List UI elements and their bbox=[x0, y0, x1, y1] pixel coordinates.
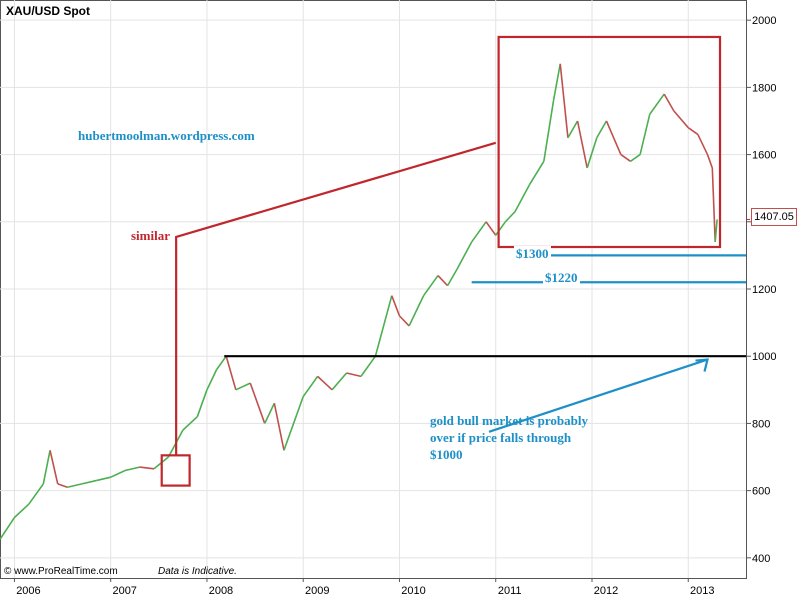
y-tick-label: 1600 bbox=[752, 150, 776, 162]
price-segment bbox=[543, 100, 555, 162]
price-segment bbox=[706, 154, 714, 169]
price-segment bbox=[398, 315, 410, 327]
price-segment bbox=[697, 134, 709, 155]
price-segment bbox=[283, 423, 295, 451]
price-segment bbox=[139, 466, 155, 470]
price-segment bbox=[639, 114, 651, 155]
blog-annotation: hubertmoolman.wordpress.com bbox=[78, 128, 255, 143]
price-segment bbox=[273, 403, 285, 451]
price-segment bbox=[346, 372, 362, 378]
price-segment bbox=[514, 184, 531, 213]
price-segment bbox=[605, 120, 622, 155]
large-pattern-box bbox=[497, 35, 722, 249]
price-segment bbox=[215, 355, 227, 371]
price-segment bbox=[196, 389, 208, 417]
price-segment bbox=[673, 110, 689, 129]
level-1300-label: $1300 bbox=[514, 246, 551, 262]
chart-title: XAU/USD Spot bbox=[6, 4, 90, 18]
price-segment bbox=[235, 382, 251, 391]
level-1220-label: $1220 bbox=[543, 270, 580, 286]
arrow-head bbox=[695, 358, 709, 372]
x-tick-label: 2008 bbox=[209, 585, 233, 597]
y-tick-label: 1200 bbox=[752, 284, 776, 296]
x-tick-label: 2011 bbox=[498, 585, 522, 597]
price-segment bbox=[528, 160, 545, 186]
price-segment bbox=[649, 93, 665, 115]
price-segment bbox=[408, 295, 425, 327]
x-tick-label: 2007 bbox=[112, 585, 136, 597]
arrow-shaft bbox=[488, 358, 708, 433]
price-segment bbox=[576, 120, 588, 169]
x-tick-label: 2013 bbox=[690, 585, 714, 597]
price-segment bbox=[471, 221, 487, 243]
price-segment bbox=[422, 275, 439, 297]
price-segment bbox=[13, 503, 30, 519]
price-segment bbox=[504, 211, 516, 223]
price-segment bbox=[263, 402, 276, 424]
price-segment bbox=[317, 375, 333, 391]
price-segment bbox=[302, 375, 319, 398]
price-segment bbox=[110, 469, 126, 478]
price-segment bbox=[620, 153, 631, 162]
y-tick-label: 800 bbox=[752, 418, 770, 430]
price-segment bbox=[485, 221, 497, 236]
price-segment bbox=[714, 219, 718, 243]
data-disclaimer: Data is Indicative. bbox=[158, 566, 237, 577]
price-segment bbox=[67, 483, 83, 489]
price-segment bbox=[446, 268, 458, 287]
similar-annotation: similar bbox=[131, 228, 170, 243]
price-segment bbox=[81, 479, 97, 485]
price-segment bbox=[630, 153, 641, 162]
price-segment bbox=[57, 483, 68, 489]
price-segment bbox=[567, 120, 579, 139]
price-segment bbox=[292, 396, 304, 424]
price-segment bbox=[206, 369, 218, 391]
x-tick-label: 2006 bbox=[16, 585, 40, 597]
x-tick-label: 2010 bbox=[401, 585, 425, 597]
similar-connector bbox=[175, 141, 497, 456]
y-tick-label: 2000 bbox=[752, 15, 776, 27]
price-segment bbox=[559, 63, 569, 138]
bull-market-note: gold bull market is probably over if pri… bbox=[430, 413, 588, 462]
price-segment bbox=[124, 466, 140, 472]
y-tick-label: 1800 bbox=[752, 82, 776, 94]
price-segment bbox=[437, 275, 449, 287]
price-segment bbox=[374, 295, 393, 357]
x-tick-label: 2012 bbox=[594, 585, 618, 597]
price-segment bbox=[28, 483, 44, 505]
price-segment bbox=[596, 120, 608, 139]
price-segment bbox=[0, 517, 16, 540]
price-segment bbox=[711, 167, 716, 242]
x-tick-label: 2009 bbox=[305, 585, 329, 597]
price-segment bbox=[552, 63, 562, 101]
price-segment bbox=[331, 372, 348, 391]
price-segment bbox=[456, 241, 473, 270]
price-segment bbox=[42, 450, 51, 485]
y-tick-label: 1000 bbox=[752, 351, 776, 363]
price-segment bbox=[663, 93, 675, 112]
price-segment bbox=[360, 355, 377, 377]
price-segment bbox=[225, 355, 237, 391]
price-segment bbox=[249, 382, 266, 424]
source-credit: © www.ProRealTime.com bbox=[4, 566, 118, 577]
y-tick-label: 600 bbox=[752, 486, 770, 498]
last-price-label: 1407.05 bbox=[751, 208, 797, 226]
price-segment bbox=[687, 127, 699, 136]
price-segment bbox=[49, 450, 59, 485]
price-segment bbox=[96, 476, 111, 482]
y-tick-label: 400 bbox=[752, 553, 770, 565]
price-segment bbox=[182, 416, 198, 431]
price-segment bbox=[495, 221, 507, 236]
price-segment bbox=[391, 295, 401, 317]
price-segment bbox=[586, 137, 598, 169]
